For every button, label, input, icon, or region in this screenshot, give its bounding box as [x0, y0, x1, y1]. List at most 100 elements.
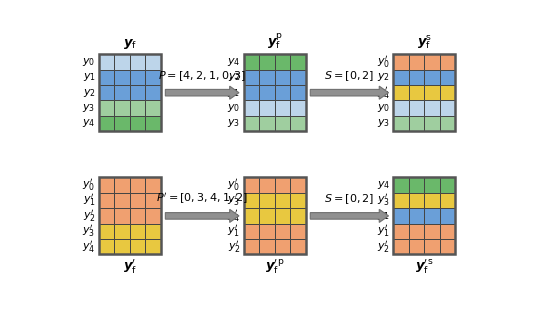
Bar [290, 116, 306, 131]
Bar [244, 239, 259, 254]
Bar [275, 70, 290, 85]
Bar [130, 208, 145, 223]
Bar [244, 223, 259, 239]
Text: $y_2'$: $y_2'$ [83, 208, 96, 224]
Text: $y_0$: $y_0$ [227, 102, 240, 114]
Bar [424, 116, 440, 131]
Bar [290, 85, 306, 100]
Bar [424, 239, 440, 254]
Text: $y_4$: $y_4$ [227, 56, 240, 68]
Bar [290, 208, 306, 223]
Bar [393, 116, 409, 131]
Bar [130, 116, 145, 131]
Text: $\boldsymbol{y}_{\mathrm{f}}'$: $\boldsymbol{y}_{\mathrm{f}}'$ [122, 257, 137, 276]
FancyArrow shape [165, 86, 239, 99]
Bar [393, 208, 409, 223]
Bar [114, 54, 130, 70]
Bar [259, 193, 275, 208]
Bar [409, 239, 424, 254]
Bar [393, 54, 455, 131]
Bar [114, 100, 130, 116]
Text: $y_0'$: $y_0'$ [377, 54, 390, 70]
Bar [114, 70, 130, 85]
Text: $y_2$: $y_2$ [377, 71, 390, 83]
Bar [275, 193, 290, 208]
Bar [290, 70, 306, 85]
Text: $y_2$: $y_2$ [83, 87, 96, 99]
Bar [244, 208, 259, 223]
Bar [145, 223, 161, 239]
Bar [99, 54, 114, 70]
Text: $S = [0,2]$: $S = [0,2]$ [324, 69, 375, 83]
Text: $P = [4,2,1,0,3]$: $P = [4,2,1,0,3]$ [158, 69, 247, 83]
Bar [130, 177, 145, 193]
Bar [259, 239, 275, 254]
Bar [114, 193, 130, 208]
Bar [409, 177, 424, 193]
Text: $y_3$: $y_3$ [377, 118, 390, 129]
Bar [440, 54, 455, 70]
Text: $y_2'$: $y_2'$ [228, 239, 240, 255]
Bar [440, 208, 455, 223]
Bar [99, 85, 114, 100]
Bar [130, 85, 145, 100]
Bar [244, 177, 306, 254]
Text: $y_0'$: $y_0'$ [227, 177, 240, 193]
Bar [145, 85, 161, 100]
Text: $y_1'$: $y_1'$ [228, 223, 240, 239]
Text: $\boldsymbol{y}_{\mathrm{f}}^{\mathrm{p}}$: $\boldsymbol{y}_{\mathrm{f}}^{\mathrm{p}… [266, 31, 283, 51]
Bar [424, 208, 440, 223]
Bar [393, 100, 409, 116]
Bar [424, 177, 440, 193]
Bar [440, 70, 455, 85]
Bar [259, 208, 275, 223]
Bar [440, 239, 455, 254]
Bar [393, 193, 409, 208]
Text: $y_4'$: $y_4'$ [82, 239, 96, 255]
Bar [244, 54, 259, 70]
Text: $y_4$: $y_4$ [377, 179, 390, 191]
Bar [440, 223, 455, 239]
Text: $\boldsymbol{y}_{\mathrm{f}}'^{\mathrm{s}}$: $\boldsymbol{y}_{\mathrm{f}}'^{\mathrm{s… [415, 257, 434, 276]
Bar [244, 116, 259, 131]
Bar [393, 70, 409, 85]
Bar [393, 85, 409, 100]
Bar [244, 85, 259, 100]
Bar [130, 54, 145, 70]
Bar [290, 177, 306, 193]
Bar [440, 85, 455, 100]
Bar [99, 100, 114, 116]
Bar [259, 70, 275, 85]
Bar [130, 239, 145, 254]
Text: $\boldsymbol{y}_{\mathrm{f}}$: $\boldsymbol{y}_{\mathrm{f}}$ [122, 37, 137, 51]
Bar [145, 54, 161, 70]
Bar [259, 177, 275, 193]
Bar [424, 70, 440, 85]
Bar [244, 54, 306, 131]
Text: $y_4$: $y_4$ [82, 118, 96, 129]
Bar [393, 177, 409, 193]
Bar [275, 177, 290, 193]
Bar [290, 193, 306, 208]
Bar [145, 239, 161, 254]
Bar [424, 54, 440, 70]
Bar [99, 239, 114, 254]
Text: $y_0'$: $y_0'$ [83, 177, 96, 193]
Bar [114, 177, 130, 193]
Bar [409, 193, 424, 208]
Text: $y_2'$: $y_2'$ [377, 239, 390, 255]
Bar [409, 116, 424, 131]
Bar [290, 54, 306, 70]
Bar [99, 193, 114, 208]
Bar [440, 116, 455, 131]
Text: $y_4'$: $y_4'$ [377, 85, 390, 101]
Text: $\boldsymbol{y}_{\mathrm{f}}'^{\mathrm{p}}$: $\boldsymbol{y}_{\mathrm{f}}'^{\mathrm{p… [265, 257, 285, 276]
Text: $y_3'$: $y_3'$ [377, 193, 390, 208]
Text: $S = [0,2]$: $S = [0,2]$ [324, 192, 375, 206]
Bar [99, 54, 161, 131]
Bar [114, 85, 130, 100]
FancyArrow shape [310, 209, 388, 222]
Bar [244, 177, 259, 193]
Bar [440, 100, 455, 116]
Bar [275, 54, 290, 70]
